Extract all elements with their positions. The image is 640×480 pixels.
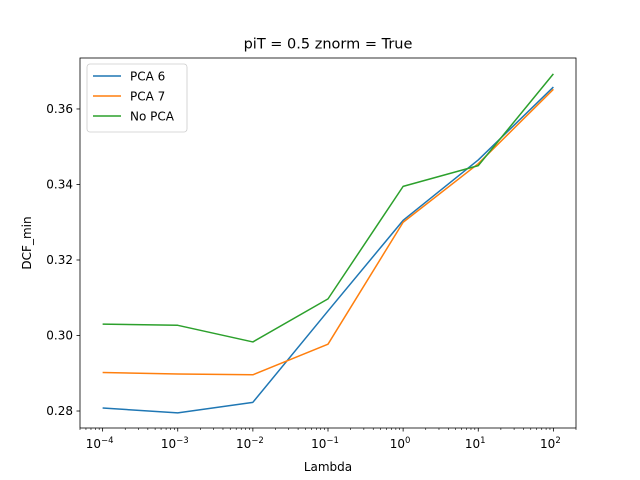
y-tick-label: 0.28 [46,404,73,418]
x-tick-exponent: 2 [555,436,560,446]
legend-box [86,63,188,133]
x-tick-exponent: −3 [176,436,189,446]
x-tick-exponent: −2 [251,436,264,446]
plot-frame [79,57,577,429]
y-tick-label: 0.30 [46,329,73,343]
y-axis-ticks: 0.28 0.30 0.32 0.34 0.36 [46,102,80,418]
y-tick-label: 0.36 [46,102,73,116]
series-lines [102,73,554,414]
y-tick-label: 0.32 [46,253,73,267]
x-tick-exponent: −4 [101,436,114,446]
x-tick-exponent: −1 [326,436,339,446]
series-line [102,88,554,376]
legend-label: No PCA [130,110,175,124]
legend-label: PCA 6 [130,70,165,84]
series-line [102,73,554,343]
chart-title: piT = 0.5 znorm = True [244,37,413,53]
y-axis-title: DCF_min [20,216,34,269]
legend-label: PCA 7 [130,90,165,104]
x-axis-title: Lambda [304,460,352,474]
x-tick-exponent: 1 [480,436,485,446]
x-tick-exponent: 0 [405,436,410,446]
legend: PCA 6 PCA 7 No PCA [86,63,188,133]
series-line [102,86,554,414]
y-tick-label: 0.34 [46,177,73,191]
